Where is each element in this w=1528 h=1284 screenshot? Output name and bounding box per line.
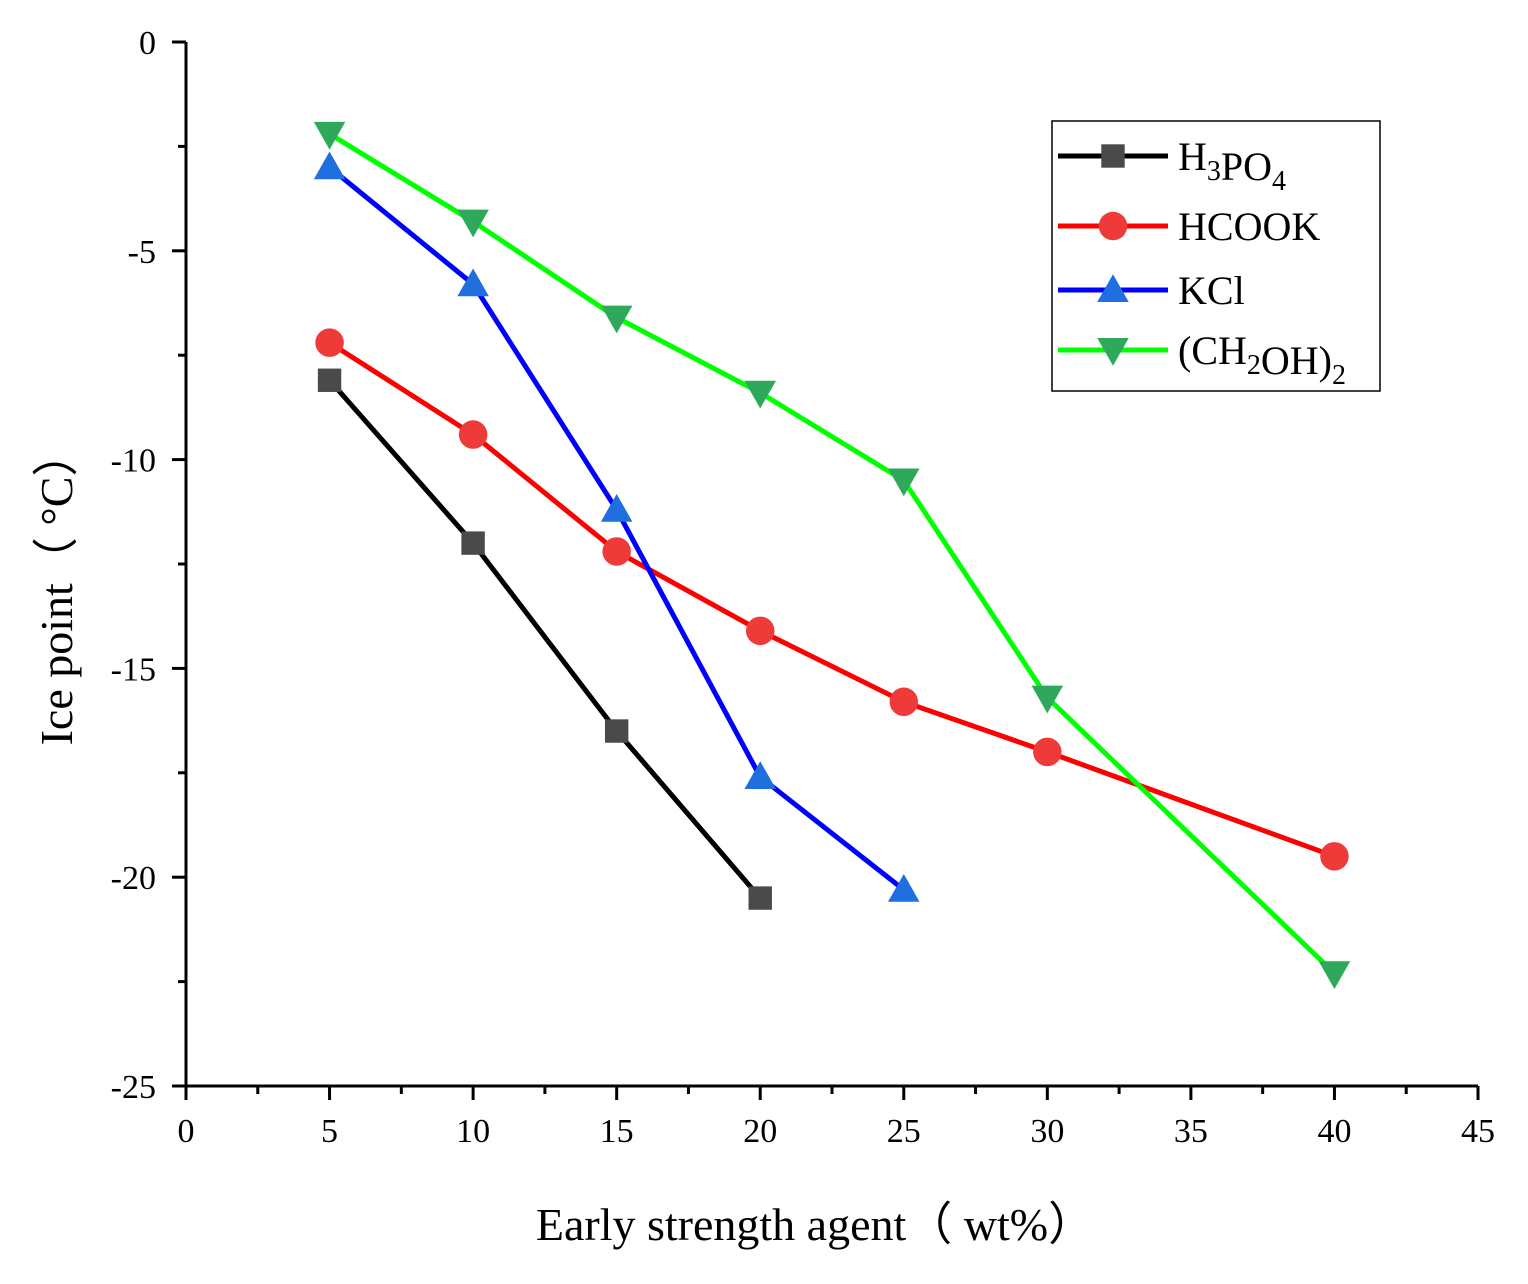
y-tick-label: -5 — [128, 234, 156, 271]
series-3 — [313, 121, 1351, 989]
legend-item: HCOOK — [1058, 204, 1320, 249]
data-point — [457, 209, 489, 238]
data-point — [889, 687, 919, 717]
x-tick-label: 25 — [887, 1113, 921, 1150]
series-2 — [313, 151, 920, 902]
x-tick-label: 45 — [1461, 1113, 1495, 1150]
legend-label: (CH2OH)2 — [1178, 328, 1346, 391]
y-tick-label: -25 — [111, 1069, 156, 1106]
x-tick-label: 35 — [1174, 1113, 1208, 1150]
data-point — [315, 328, 344, 357]
data-point — [1098, 211, 1128, 241]
data-point — [1031, 685, 1064, 714]
series-line — [328, 340, 1336, 859]
data-point — [313, 151, 346, 180]
data-point — [461, 531, 485, 555]
y-tick-label: 0 — [139, 25, 156, 62]
legend-label: HCOOK — [1178, 204, 1320, 249]
data-point — [1318, 961, 1351, 989]
x-tick-label: 15 — [600, 1113, 634, 1150]
data-point — [458, 420, 488, 449]
x-tick-label: 20 — [743, 1113, 777, 1150]
data-point — [602, 537, 631, 566]
data-point — [600, 493, 633, 522]
y-axis-title: Ice point（ °C） — [31, 431, 82, 746]
x-tick-label: 40 — [1317, 1113, 1351, 1150]
x-tick-label: 5 — [321, 1113, 338, 1150]
data-point — [313, 121, 346, 150]
series-line — [327, 378, 763, 900]
legend-item: (CH2OH)2 — [1058, 328, 1346, 391]
legend-item: KCl — [1058, 268, 1245, 313]
y-tick-label: -15 — [111, 651, 156, 688]
data-point — [1097, 338, 1129, 366]
data-point — [1320, 842, 1349, 871]
series-layer — [313, 121, 1351, 989]
data-point — [1097, 274, 1129, 302]
series-line — [327, 165, 906, 892]
data-point — [604, 719, 629, 743]
data-point — [744, 761, 776, 789]
data-point — [600, 305, 633, 334]
x-tick-label: 10 — [456, 1113, 490, 1150]
series-1 — [315, 328, 1349, 871]
x-tick-label: 0 — [178, 1113, 195, 1150]
data-point — [1101, 144, 1125, 168]
series-0 — [317, 368, 772, 910]
legend-label: KCl — [1178, 268, 1245, 313]
data-point — [457, 268, 489, 297]
axes: 0 5 10 15 20 25 30 35 40 45 0 -5 -10 -15 -20 -25 — [111, 25, 1495, 1150]
x-tick-label: 30 — [1030, 1113, 1064, 1150]
data-point — [745, 616, 775, 646]
legend: H3PO4 HCOOK KCl (CH2OH)2 — [1051, 120, 1381, 392]
x-axis-title: Early strength agent（ wt%） — [536, 1199, 1094, 1250]
data-point — [748, 886, 772, 910]
data-point — [1033, 737, 1062, 767]
data-point — [317, 368, 342, 392]
data-point — [888, 873, 920, 902]
legend-item: H3PO4 — [1058, 134, 1286, 197]
data-point — [744, 380, 776, 409]
y-tick-label: -10 — [111, 443, 156, 480]
legend-label: H3PO4 — [1178, 134, 1286, 197]
y-tick-label: -20 — [111, 860, 156, 897]
data-point — [888, 468, 920, 497]
